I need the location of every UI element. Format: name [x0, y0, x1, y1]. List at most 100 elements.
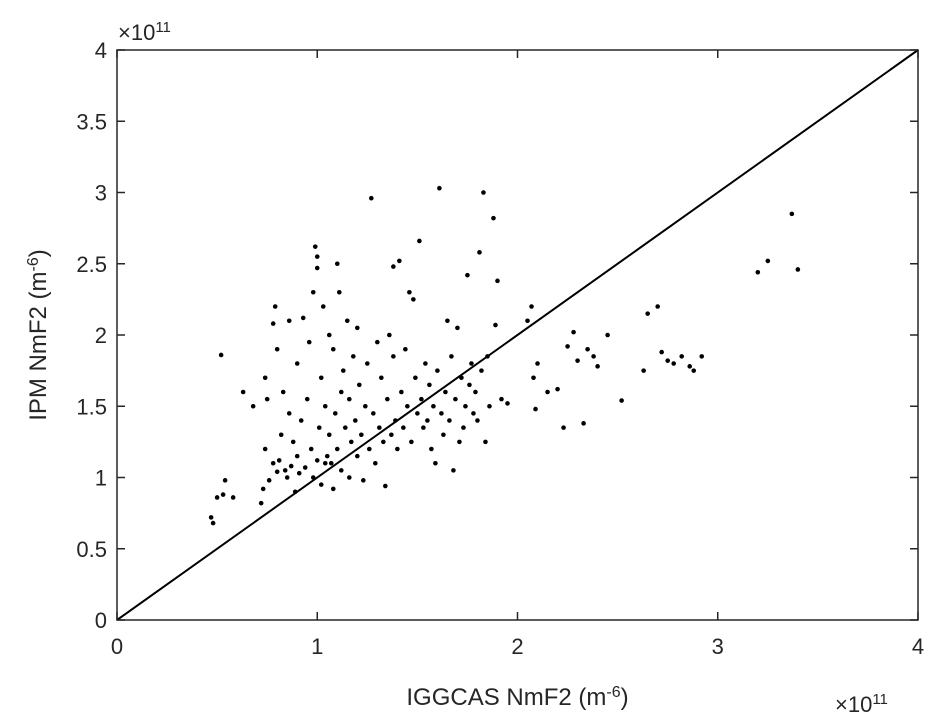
data-point	[316, 425, 322, 430]
y-tick-label: 0	[95, 608, 107, 633]
data-point	[292, 489, 298, 495]
x-axis-label-sup: -6	[606, 684, 620, 701]
data-point	[397, 258, 402, 264]
data-point	[258, 500, 264, 506]
data-point	[505, 401, 510, 406]
data-point	[457, 439, 462, 445]
data-point	[591, 354, 596, 359]
data-point	[561, 425, 566, 430]
data-point	[334, 446, 340, 452]
data-point	[413, 375, 418, 381]
data-point	[355, 325, 360, 331]
data-point	[481, 190, 486, 195]
data-point	[346, 396, 352, 402]
data-point	[473, 389, 478, 395]
data-point	[240, 389, 246, 395]
data-point	[477, 250, 482, 255]
data-point	[581, 421, 586, 426]
data-point	[264, 396, 270, 402]
data-point	[461, 425, 466, 430]
data-point	[338, 468, 344, 473]
data-point	[367, 446, 372, 452]
data-point	[409, 439, 414, 445]
data-point	[381, 439, 386, 445]
data-point	[352, 418, 358, 423]
data-point	[419, 396, 424, 402]
data-point	[479, 368, 484, 373]
data-point	[401, 425, 406, 430]
data-point	[483, 439, 488, 445]
data-point	[389, 432, 394, 438]
data-point	[471, 411, 476, 416]
data-point	[270, 321, 276, 326]
data-point	[260, 486, 266, 492]
data-point	[469, 361, 474, 366]
data-point	[425, 418, 430, 423]
data-point	[699, 354, 705, 359]
data-point	[491, 215, 496, 221]
data-point	[467, 382, 472, 388]
data-point	[306, 339, 312, 345]
data-point	[310, 475, 316, 480]
data-point	[765, 258, 771, 264]
data-point	[411, 297, 416, 302]
x-tick-label: 2	[511, 634, 523, 659]
data-point	[571, 329, 576, 335]
data-point	[250, 403, 256, 409]
y-axis-label-sup: -6	[25, 257, 42, 271]
data-point	[294, 361, 300, 366]
y-axis-multiplier: ×1011	[118, 19, 171, 46]
data-point	[359, 432, 364, 438]
data-point	[282, 468, 288, 473]
data-point	[449, 354, 454, 359]
data-point	[222, 478, 228, 483]
data-point	[342, 425, 348, 430]
data-point	[533, 406, 538, 412]
data-point	[395, 446, 400, 452]
y-tick-label: 0.5	[76, 537, 107, 562]
data-point	[407, 289, 412, 295]
data-point	[427, 382, 432, 388]
data-point	[320, 304, 326, 309]
data-point	[495, 278, 500, 284]
data-point	[338, 389, 344, 395]
data-point	[278, 432, 284, 438]
data-point	[447, 418, 452, 423]
data-point	[531, 375, 536, 381]
data-point	[575, 358, 580, 363]
data-point	[314, 458, 320, 463]
data-point	[280, 389, 286, 395]
x-axis-ticks: 0 1 2 3 4	[111, 50, 924, 659]
data-point	[373, 460, 378, 466]
data-point	[272, 304, 278, 309]
data-point	[294, 453, 300, 459]
data-point	[340, 368, 346, 373]
data-point	[499, 396, 504, 402]
y-tick-label: 2	[95, 323, 107, 348]
data-point	[691, 368, 697, 373]
data-point	[485, 354, 490, 359]
data-point	[322, 403, 328, 409]
data-point	[302, 465, 308, 470]
data-point	[379, 375, 384, 381]
data-point	[433, 460, 438, 466]
data-point	[439, 411, 444, 416]
data-point	[210, 520, 216, 526]
data-point	[417, 238, 422, 244]
data-point	[363, 403, 368, 409]
data-point	[326, 332, 332, 338]
data-point	[619, 398, 624, 403]
data-point	[330, 486, 336, 492]
data-point	[555, 386, 560, 392]
data-point	[230, 495, 236, 500]
data-point	[487, 403, 492, 409]
data-point	[286, 411, 292, 416]
y-tick-label: 2.5	[76, 252, 107, 277]
data-point	[220, 492, 226, 497]
data-point	[423, 361, 428, 366]
data-point	[665, 358, 670, 363]
y-tick-label: 1.5	[76, 394, 107, 419]
data-point	[361, 478, 366, 483]
data-point	[525, 318, 530, 324]
data-point	[346, 475, 352, 480]
